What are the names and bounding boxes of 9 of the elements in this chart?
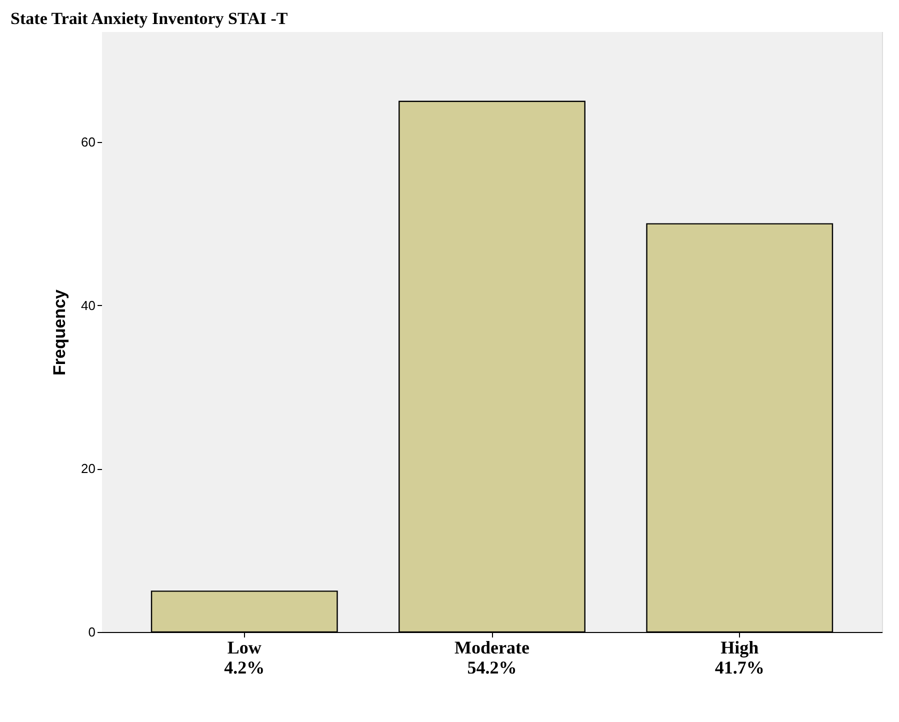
y-tick-label: 40 [81, 298, 96, 313]
y-axis-title: Frequency [50, 288, 70, 376]
x-tick-label: Low 4.2% [224, 638, 265, 678]
y-tick-label: 20 [81, 461, 96, 476]
chart-title: State Trait Anxiety Inventory STAI -T [10, 9, 288, 28]
x-tick-label: High 41.7% [714, 638, 764, 678]
x-tick-label: Moderate 54.2% [454, 638, 530, 678]
y-tick-label: 0 [88, 624, 96, 640]
y-tick-label: 60 [81, 134, 96, 150]
